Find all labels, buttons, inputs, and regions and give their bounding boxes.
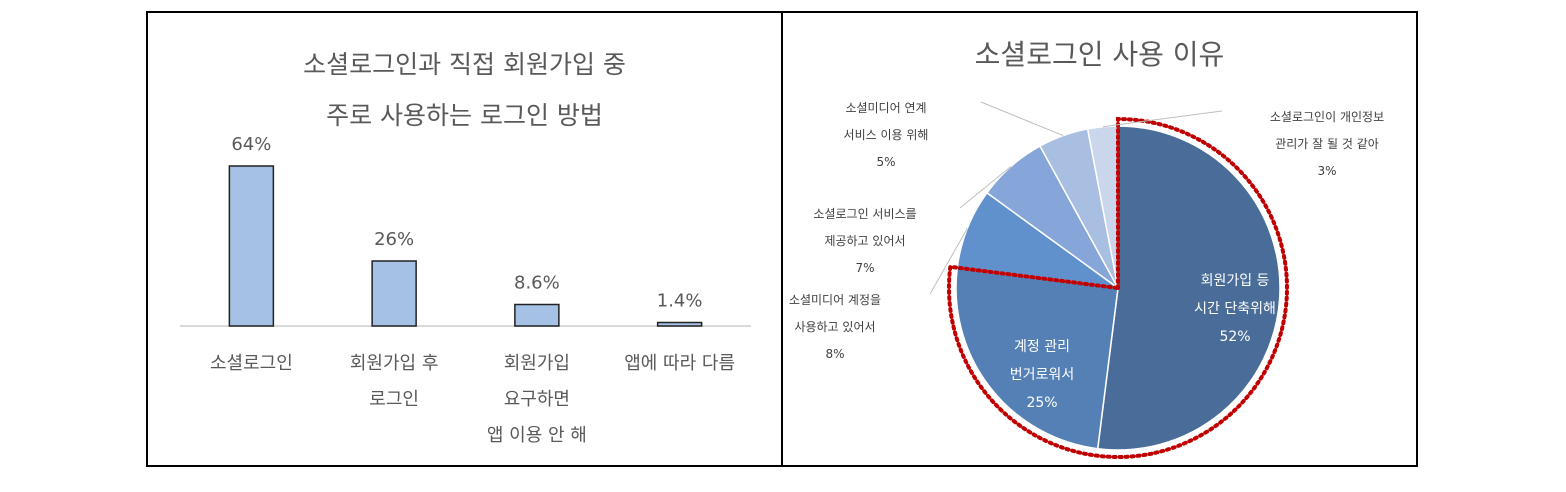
pie-label-5-0: 소셜로그인이 개인정보: [1270, 110, 1384, 124]
bar-category-label-1-1: 로그인: [369, 389, 419, 410]
pie-label-4-2: 5%: [876, 155, 895, 169]
login-method-chart-panel: 소셜로그인과 직접 회원가입 중 주로 사용하는 로그인 방법 64% 소셜로그인…: [146, 11, 783, 467]
pie-label-3-2: 7%: [855, 261, 874, 275]
bar-category-label-2-2: 앱 이용 안 해: [487, 425, 587, 446]
bar-category-label-2-1: 요구하면: [504, 389, 570, 410]
bar-chart-title-line1: 소셜로그인과 직접 회원가입 중: [303, 50, 626, 79]
pie-slice-0: [1096, 125, 1281, 451]
bar-category-label-1-0: 회원가입 후: [350, 353, 439, 374]
bar-chart-title-line2: 주로 사용하는 로그인 방법: [326, 101, 603, 130]
pie-leader-line-4: [980, 101, 1064, 137]
pie-label-4-0: 소셜미디어 연계: [845, 101, 926, 115]
pie-label-0-1: 시간 단축위해: [1194, 301, 1276, 317]
pie-leader-line-5: [1102, 110, 1223, 128]
pie-label-0-0: 회원가입 등: [1201, 273, 1270, 289]
bar-category-label-0-0: 소셜로그인: [210, 353, 293, 374]
pie-leader-line-3: [959, 166, 1012, 209]
bar-2: [514, 303, 560, 327]
pie-label-2-1: 사용하고 있어서: [794, 320, 875, 334]
bar-3: [656, 321, 703, 327]
bar-1: [371, 260, 417, 327]
bar-category-label-3-0: 앱에 따라 다름: [624, 353, 735, 374]
pie-label-2-2: 8%: [825, 347, 844, 361]
pie-label-3-1: 제공하고 있어서: [824, 234, 905, 248]
bar-value-label-2: 8.6%: [514, 273, 560, 294]
bar-category-label-2-0: 회원가입: [504, 353, 570, 374]
pie-label-5-1: 관리가 잘 될 것 같아: [1275, 137, 1379, 151]
pie-chart-title: 소셜로그인 사용 이유: [974, 38, 1225, 71]
pie-highlight-outline: [947, 116, 1289, 459]
pie-label-1-1: 번거로워서: [1010, 367, 1074, 383]
pie-label-1-2: 25%: [1026, 395, 1057, 411]
pie-label-0-2: 52%: [1219, 329, 1250, 345]
bar-0: [228, 165, 275, 327]
pie-label-2-0: 소셜미디어 계정을: [789, 293, 881, 307]
bar-value-label-3: 1.4%: [657, 291, 703, 312]
bar-value-label-0: 64%: [231, 134, 271, 155]
pie-slice-1: [955, 266, 1119, 450]
pie-label-5-2: 3%: [1317, 164, 1336, 178]
pie-label-3-0: 소셜로그인 서비스를: [813, 207, 916, 221]
bar-value-label-1: 26%: [374, 229, 414, 250]
pie-label-4-1: 서비스 이용 위해: [844, 128, 929, 142]
pie-label-1-0: 계정 관리: [1014, 339, 1070, 355]
pie-leader-line-2: [929, 228, 968, 295]
